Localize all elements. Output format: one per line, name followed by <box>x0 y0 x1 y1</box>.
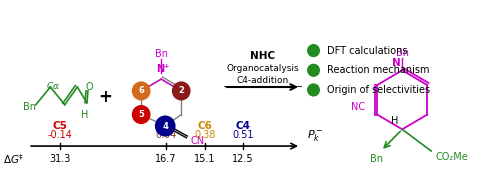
Text: 0.04: 0.04 <box>156 130 176 140</box>
Text: 12.5: 12.5 <box>232 154 254 164</box>
Text: $C\alpha$: $C\alpha$ <box>46 80 60 90</box>
Text: Origin of selectivities: Origin of selectivities <box>327 85 430 95</box>
Circle shape <box>308 45 320 57</box>
Text: C6: C6 <box>197 121 212 131</box>
Text: $P_k^-$: $P_k^-$ <box>307 128 324 143</box>
Text: 4: 4 <box>162 121 168 131</box>
Text: 16.7: 16.7 <box>156 154 177 164</box>
Text: C2: C2 <box>158 121 174 131</box>
Text: 15.1: 15.1 <box>194 154 216 164</box>
Text: Bn: Bn <box>24 102 36 112</box>
Text: NC: NC <box>352 102 366 112</box>
Text: 6: 6 <box>138 86 144 95</box>
Text: 5: 5 <box>138 110 144 119</box>
Text: Bn: Bn <box>396 48 408 58</box>
Text: O: O <box>85 82 92 92</box>
Text: Bn: Bn <box>370 154 382 164</box>
Text: CO₂Me: CO₂Me <box>436 152 468 162</box>
Text: N: N <box>392 58 400 68</box>
Text: CN: CN <box>190 136 204 146</box>
Circle shape <box>132 82 150 100</box>
Text: $\Delta G^{\ddagger}$: $\Delta G^{\ddagger}$ <box>3 152 24 166</box>
Text: Organocatalysis: Organocatalysis <box>226 64 298 73</box>
Circle shape <box>308 84 320 96</box>
Text: H: H <box>82 110 88 120</box>
Text: +: + <box>98 88 112 106</box>
Circle shape <box>308 64 320 76</box>
Text: 31.3: 31.3 <box>50 154 70 164</box>
Text: C4: C4 <box>236 121 250 131</box>
Text: H: H <box>391 116 398 127</box>
Text: 2: 2 <box>178 86 184 95</box>
Text: -0.14: -0.14 <box>48 130 72 140</box>
Text: DFT calculations: DFT calculations <box>327 46 407 56</box>
Text: Reaction mechanism: Reaction mechanism <box>327 65 430 75</box>
Text: C5: C5 <box>52 121 68 131</box>
Circle shape <box>132 106 150 123</box>
Circle shape <box>156 116 175 136</box>
Text: C4-addition: C4-addition <box>236 76 288 85</box>
Circle shape <box>172 82 190 100</box>
Text: Bn: Bn <box>154 48 168 59</box>
Text: N⁺: N⁺ <box>156 64 170 74</box>
Text: NHC: NHC <box>250 51 275 61</box>
Text: 0.51: 0.51 <box>232 130 254 140</box>
Text: 0.38: 0.38 <box>194 130 216 140</box>
